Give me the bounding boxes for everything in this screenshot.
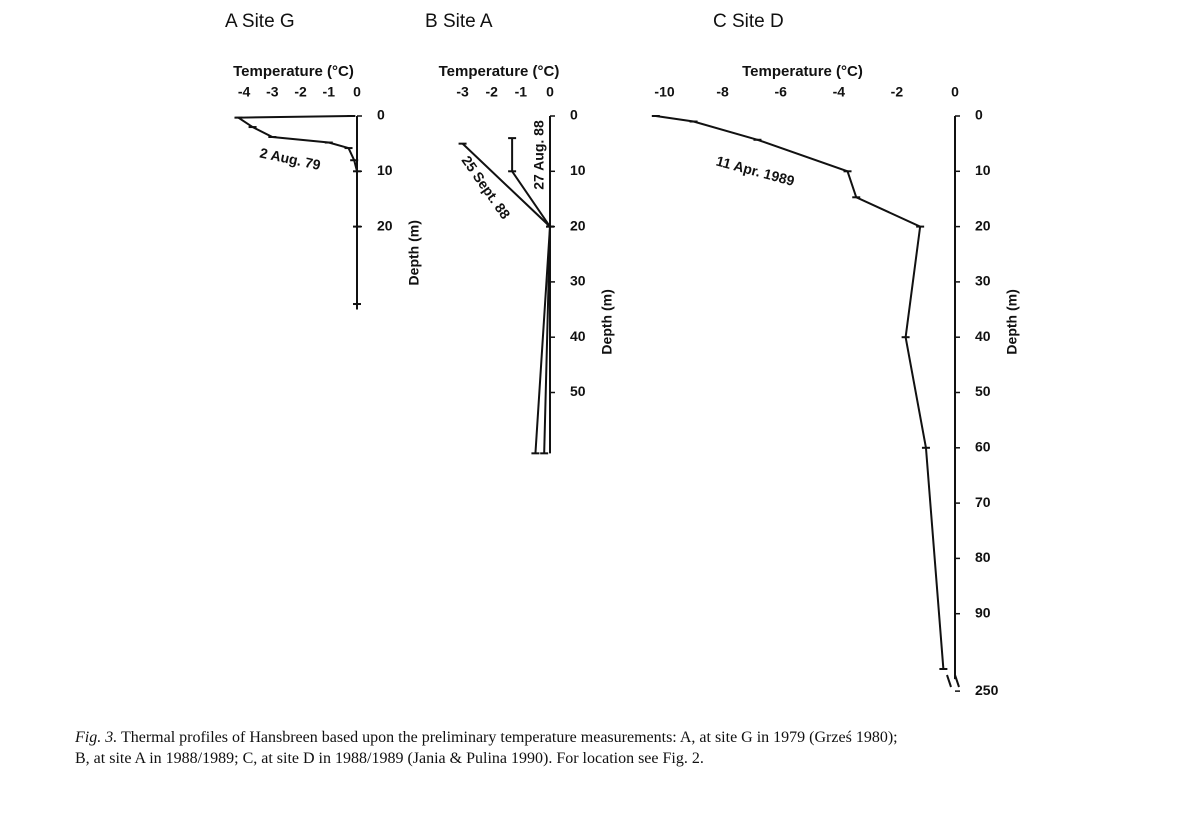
x-tick-label: -4: [833, 84, 846, 100]
y-tick-label: 50: [975, 383, 991, 399]
series-label: 2 Aug. 79: [258, 144, 322, 173]
profile-line: [235, 115, 358, 305]
caption-label: Fig. 3.: [75, 729, 118, 746]
x-tick-label: -8: [716, 84, 729, 100]
x-axis-title: Temperature (°C): [233, 63, 354, 80]
x-axis-title: Temperature (°C): [742, 63, 863, 80]
x-tick-label: 0: [546, 84, 554, 100]
y-tick-label: 20: [570, 217, 586, 233]
y-tick-label: 20: [975, 217, 991, 233]
y-tick-label: 60: [975, 439, 991, 455]
x-tick-label: -4: [238, 84, 251, 100]
panel-title: B Site A: [425, 11, 493, 32]
x-tick-label: -2: [294, 84, 307, 100]
x-tick-label: 0: [951, 84, 959, 100]
panel-title: C Site D: [713, 11, 784, 32]
series-label: 27 Aug. 88: [531, 120, 547, 190]
caption-text: Thermal profiles of Hansbreen based upon…: [120, 729, 898, 746]
profile-line: [655, 115, 945, 670]
caption: Fig. 3. Thermal profiles of Hansbreen ba…: [75, 727, 1185, 769]
y-tick-label: 90: [975, 604, 991, 620]
series-label: 25 Sept. 88: [459, 153, 514, 222]
axis-break: [946, 674, 952, 688]
x-tick-label: -2: [485, 84, 498, 100]
x-tick-label: -10: [654, 84, 674, 100]
y-tick-label: 70: [975, 494, 991, 510]
y-tick-label: 20: [377, 217, 393, 233]
y-tick-label: 10: [377, 162, 393, 178]
x-tick-label: -6: [774, 84, 787, 100]
x-axis-title: Temperature (°C): [439, 63, 560, 80]
profile-line: [511, 138, 552, 454]
x-tick-label: -3: [266, 84, 279, 100]
x-tick-label: -1: [515, 84, 528, 100]
y-tick-label: 30: [570, 273, 586, 289]
y-axis-title: Depth (m): [406, 220, 422, 285]
y-tick-label: 0: [377, 107, 385, 123]
y-tick-label: 50: [570, 383, 586, 399]
y-axis-title: Depth (m): [1004, 289, 1020, 354]
x-tick-label: -1: [323, 84, 336, 100]
series-label: 11 Apr. 1989: [714, 153, 796, 189]
caption-line: Fig. 3. Thermal profiles of Hansbreen ba…: [75, 727, 1185, 748]
y-axis-title: Depth (m): [599, 289, 615, 354]
y-tick-label: 0: [570, 107, 578, 123]
x-tick-label: -3: [456, 84, 469, 100]
caption-line: B, at site A in 1988/1989; C, at site D …: [75, 750, 704, 767]
panel-title: A Site G: [225, 11, 295, 32]
x-tick-label: 0: [353, 84, 361, 100]
y-tick-label: 30: [975, 273, 991, 289]
y-tick-label: 10: [975, 162, 991, 178]
y-tick-label: 250: [975, 682, 999, 698]
y-tick-label: 0: [975, 107, 983, 123]
y-tick-label: 40: [570, 328, 586, 344]
x-tick-label: -2: [891, 84, 904, 100]
y-tick-label: 40: [975, 328, 991, 344]
axis-break: [954, 674, 960, 688]
y-tick-label: 10: [570, 162, 586, 178]
y-tick-label: 80: [975, 549, 991, 565]
